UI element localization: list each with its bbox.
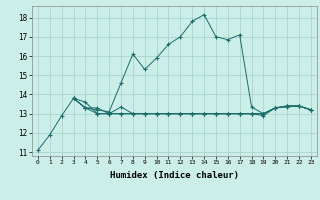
X-axis label: Humidex (Indice chaleur): Humidex (Indice chaleur): [110, 171, 239, 180]
